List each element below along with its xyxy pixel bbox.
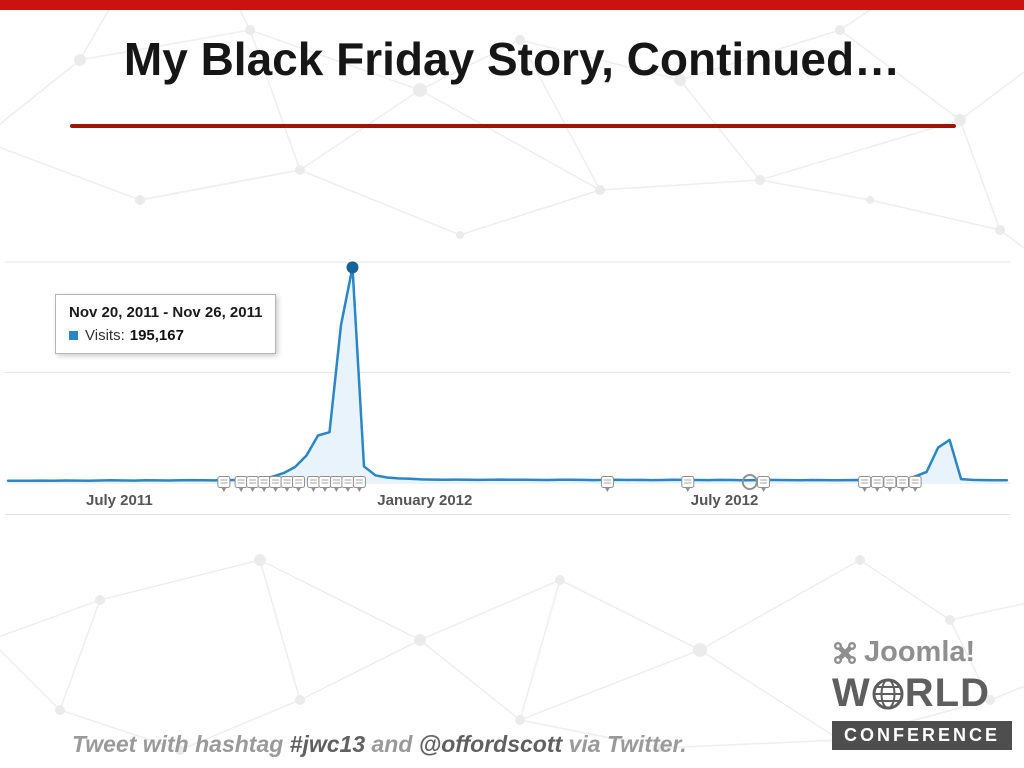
tooltip-series-label: Visits: [85, 327, 125, 344]
annotation-marker [908, 476, 922, 488]
top-accent-bar [0, 0, 1024, 10]
annotation-marker-tail [221, 487, 227, 492]
annotation-marker [246, 476, 260, 488]
footer-text-middle: and [365, 731, 419, 757]
annotation-marker [234, 476, 248, 488]
annotation-marker-tail [261, 487, 267, 492]
annotation-marker-tail [604, 487, 610, 492]
annotation-marker-tail [356, 487, 362, 492]
conference-banner: CONFERENCE [832, 721, 1012, 750]
annotation-marker [896, 476, 910, 488]
analytics-visits-chart-panel: July 2011 January 2012 July 2012 [5, 258, 1010, 516]
x-axis-label: January 2012 [377, 492, 472, 509]
annotation-marker-tail [862, 487, 868, 492]
annotation-marker [858, 476, 872, 488]
x-axis-label: July 2012 [691, 492, 759, 509]
annotation-marker-tail [310, 487, 316, 492]
footer-text-before: Tweet with hashtag [72, 731, 290, 757]
tooltip-series-row: Visits: 195,167 [69, 327, 262, 344]
annotation-marker-tail [874, 487, 880, 492]
annotation-marker-tail [296, 487, 302, 492]
visits-line [6, 266, 1009, 483]
annotation-marker [217, 476, 231, 488]
footer-hashtag: #jwc13 [289, 731, 366, 757]
annotation-marker [883, 476, 897, 488]
annotation-marker-tail [284, 487, 290, 492]
annotation-marker [329, 476, 343, 488]
annotation-marker [600, 476, 614, 488]
peak-data-point [346, 261, 359, 274]
annotation-marker-tail [685, 487, 691, 492]
annotation-marker-tail [761, 487, 767, 492]
annotation-marker [681, 476, 695, 488]
annotation-marker [306, 476, 320, 488]
tooltip-date-range: Nov 20, 2011 - Nov 26, 2011 [69, 304, 263, 321]
annotation-marker-tail [250, 487, 256, 492]
joomla-brand-row: Joomla! [832, 636, 1012, 669]
annotation-marker-tail [887, 487, 893, 492]
annotation-marker [292, 476, 306, 488]
annotation-marker-tail [273, 487, 279, 492]
slide-title: My Black Friday Story, Continued… [123, 33, 901, 85]
title-underline [70, 124, 956, 128]
annotation-marker [318, 476, 332, 488]
annotation-marker [352, 476, 366, 488]
annotation-marker [757, 476, 771, 488]
joomla-logo-icon [834, 641, 856, 664]
footer-twitter-handle: @offordscott [418, 731, 563, 757]
world-wordmark: W RLD [832, 671, 1012, 716]
annotation-marker [870, 476, 884, 488]
annotation-marker [269, 476, 283, 488]
tooltip-value: 195,167 [129, 327, 184, 344]
annotation-marker-tail [912, 487, 918, 492]
annotation-marker-tail [333, 487, 339, 492]
annotation-circle-marker [741, 474, 758, 490]
world-letters-rld: RLD [904, 671, 990, 715]
annotation-marker [280, 476, 294, 488]
series-color-swatch [69, 331, 78, 340]
footer-note: Tweet with hashtag #jwc13 and @offordsco… [72, 731, 687, 758]
globe-icon [872, 678, 904, 709]
annotation-marker-tail [238, 487, 244, 492]
annotation-marker-tail [345, 487, 351, 492]
x-axis-label: July 2011 [86, 492, 153, 509]
footer-text-after: via Twitter. [562, 731, 687, 757]
joomla-brand-text: Joomla! [864, 636, 976, 668]
visits-chart: July 2011 January 2012 July 2012 [5, 261, 1010, 515]
annotation-marker [341, 476, 355, 488]
world-letter-w: W [832, 671, 871, 715]
joomla-world-conference-logo: Joomla! W RLD CONFERENCE [832, 636, 1012, 750]
chart-tooltip: Nov 20, 2011 - Nov 26, 2011 Visits: 195,… [55, 294, 277, 354]
annotation-marker-tail [900, 487, 906, 492]
annotation-marker-tail [322, 487, 328, 492]
annotation-marker [257, 476, 271, 488]
